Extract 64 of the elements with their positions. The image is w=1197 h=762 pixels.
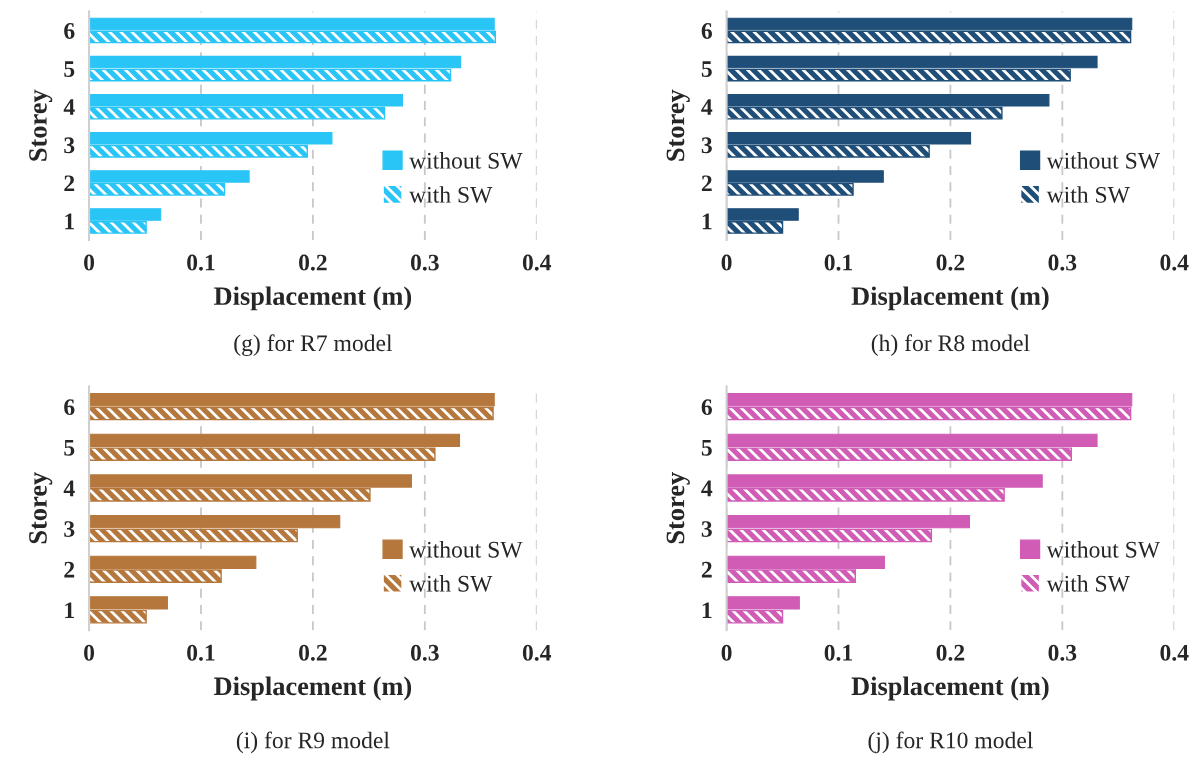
legend-label: without SW [1046, 541, 1161, 558]
x-tick-label: 0.2 [936, 644, 965, 661]
y-tick-label: 6 [64, 23, 75, 39]
x-tick-label: 0.1 [824, 254, 853, 271]
y-tick-label: 1 [65, 602, 74, 619]
x-axis-title: Displacement (m) [851, 286, 1049, 311]
x-tick-label: 0.4 [522, 644, 552, 661]
y-axis-title: Storey [666, 89, 690, 161]
x-tick-label: 0.1 [824, 644, 853, 661]
legend-label: without SW [409, 541, 523, 558]
legend-label: with SW [409, 186, 493, 203]
y-tick-label: 2 [701, 175, 712, 192]
text: (i) for R9 model [236, 731, 390, 754]
x-tick-label: 0.2 [936, 254, 965, 271]
legend-label: with SW [1046, 575, 1130, 592]
x-tick-label: 0.3 [410, 254, 439, 271]
y-tick-label: 1 [702, 602, 712, 619]
x-tick-label: 0.1 [187, 254, 215, 271]
y-tick-label: 2 [64, 561, 75, 578]
x-tick-label: 0 [721, 254, 732, 271]
x-tick-label: 0.3 [1048, 254, 1077, 271]
y-tick-label: 4 [63, 99, 75, 115]
y-tick-label: 6 [701, 399, 712, 416]
y-tick-label: 2 [701, 561, 712, 578]
y-axis-title: Storey [29, 89, 53, 161]
y-tick-label: 6 [701, 23, 712, 39]
text: (h) for R8 model [871, 334, 1030, 357]
legend-label: with SW [1046, 186, 1130, 203]
x-tick-label: 0.3 [410, 644, 439, 661]
y-tick-label: 3 [64, 137, 75, 154]
y-tick-label: 5 [701, 440, 712, 456]
x-axis-title: Displacement (m) [214, 676, 412, 701]
y-tick-label: 1 [702, 213, 712, 230]
x-tick-label: 0.3 [1048, 644, 1077, 661]
y-axis-title: Storey [29, 472, 53, 544]
legend-label: with SW [409, 575, 493, 592]
y-tick-label: 3 [701, 137, 712, 154]
y-tick-label: 5 [701, 61, 712, 77]
y-tick-label: 2 [64, 175, 75, 192]
y-tick-label: 5 [64, 61, 75, 77]
legend-label: without SW [409, 152, 523, 169]
x-tick-label: 0.4 [1160, 644, 1189, 661]
legend-label: without SW [1046, 152, 1161, 169]
x-tick-label: 0.1 [187, 644, 215, 661]
y-tick-label: 3 [64, 521, 75, 537]
x-tick-label: 0 [84, 254, 95, 271]
y-axis-title: Storey [666, 472, 690, 544]
x-tick-label: 0.2 [299, 254, 327, 271]
x-tick-label: 0.2 [299, 644, 327, 661]
y-tick-label: 4 [701, 480, 713, 497]
x-tick-label: 0 [721, 644, 732, 661]
y-tick-label: 4 [701, 99, 713, 115]
x-tick-label: 0.4 [1160, 254, 1189, 271]
x-tick-label: 0 [84, 644, 95, 661]
text: (j) for R10 model [868, 731, 1033, 754]
y-tick-label: 4 [63, 480, 75, 497]
y-tick-label: 3 [701, 521, 712, 537]
y-tick-label: 5 [64, 440, 75, 456]
y-tick-label: 1 [65, 213, 74, 230]
x-tick-label: 0.4 [522, 254, 552, 271]
x-axis-title: Displacement (m) [214, 286, 412, 311]
x-axis-title: Displacement (m) [851, 676, 1049, 701]
text: (g) for R7 model [234, 334, 393, 357]
y-tick-label: 6 [64, 399, 75, 416]
